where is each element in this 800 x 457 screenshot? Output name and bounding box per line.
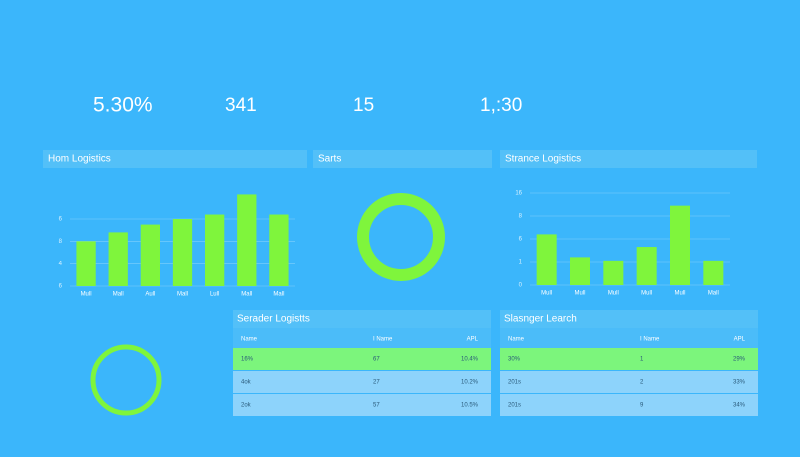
y-tick-label: 8 [59, 239, 63, 245]
y-tick-label: 16 [515, 191, 522, 197]
x-tick-label: Mull [574, 291, 585, 297]
bar [237, 194, 257, 286]
x-tick-label: Mull [81, 292, 92, 298]
kpi-value: 5.30% [93, 94, 153, 117]
table-cell: 2ok [241, 403, 252, 409]
panel-title: Hom Logistics [48, 154, 111, 165]
table-cell: 34% [733, 403, 746, 409]
bar [636, 247, 657, 285]
table-cell: 10.5% [461, 403, 479, 409]
table-cell: 9 [640, 403, 644, 409]
bar [570, 257, 590, 285]
x-tick-label: Mull [608, 291, 619, 297]
y-tick-label: 4 [59, 261, 63, 267]
panel-title: Sarts [318, 154, 341, 165]
x-tick-label: Mall [273, 292, 284, 298]
table-cell: 4ok [241, 380, 252, 386]
panel-header [43, 150, 307, 168]
table-cell: 16% [241, 357, 254, 363]
table-row [233, 371, 491, 393]
table-cell: 2 [640, 380, 644, 386]
panel-title: Strance Logistics [505, 154, 581, 165]
table-column-header [233, 328, 491, 348]
x-tick-label: Mall [177, 292, 188, 298]
column-header: APL [467, 337, 479, 343]
table-row [500, 394, 758, 416]
y-tick-label: 8 [519, 214, 523, 220]
bar [670, 205, 690, 285]
table-cell: 67 [373, 357, 380, 363]
bar [205, 214, 225, 286]
bar [140, 224, 160, 286]
x-tick-label: Mull [541, 291, 552, 297]
table-cell: 201s [508, 380, 521, 386]
bar [76, 241, 96, 286]
table-cell: 30% [508, 357, 521, 363]
column-header: Name [508, 337, 525, 343]
kpi-value: 341 [225, 95, 257, 116]
x-tick-label: Mall [708, 291, 719, 297]
bar [269, 214, 289, 286]
donut [357, 193, 445, 281]
y-tick-label: 6 [519, 237, 523, 243]
panel-header [500, 150, 757, 168]
table-row [233, 394, 491, 416]
column-header: I Name [640, 337, 660, 343]
table-row [500, 371, 758, 393]
table-row [500, 348, 758, 370]
bar [536, 234, 557, 285]
table-cell: 33% [733, 380, 746, 386]
bar [603, 260, 624, 285]
panel-header [313, 150, 492, 168]
column-header: APL [734, 337, 746, 343]
table-title: Slasnger Learch [504, 314, 577, 325]
y-tick-label: 6 [59, 284, 63, 290]
y-tick-label: 6 [59, 217, 63, 223]
table-cell: 29% [733, 357, 746, 363]
table-cell: 27 [373, 380, 380, 386]
bar [703, 260, 724, 285]
table-title: Serader Logistts [237, 314, 310, 325]
x-tick-label: Mull [641, 291, 652, 297]
table-cell: 57 [373, 403, 380, 409]
column-header: I Name [373, 337, 393, 343]
kpi-value: 1,:30 [480, 95, 522, 116]
table-cell: 201s [508, 403, 521, 409]
table-cell: 1 [640, 357, 644, 363]
y-tick-label: 0 [519, 283, 523, 289]
donut [90, 344, 162, 416]
table-column-header [500, 328, 758, 348]
table-cell: 10.4% [461, 357, 479, 363]
table-header [500, 310, 758, 328]
table-row [233, 348, 491, 370]
kpi-value: 15 [353, 95, 374, 116]
table-cell: 10.2% [461, 380, 479, 386]
x-tick-label: Mall [113, 292, 124, 298]
x-tick-label: Mall [241, 292, 252, 298]
y-tick-label: 1 [519, 260, 523, 266]
column-header: Name [241, 337, 258, 343]
x-tick-label: Aull [145, 292, 155, 298]
table-header [233, 310, 491, 328]
bar [172, 219, 193, 286]
x-tick-label: Lull [210, 292, 219, 298]
bar [108, 232, 128, 286]
x-tick-label: Mull [674, 291, 685, 297]
